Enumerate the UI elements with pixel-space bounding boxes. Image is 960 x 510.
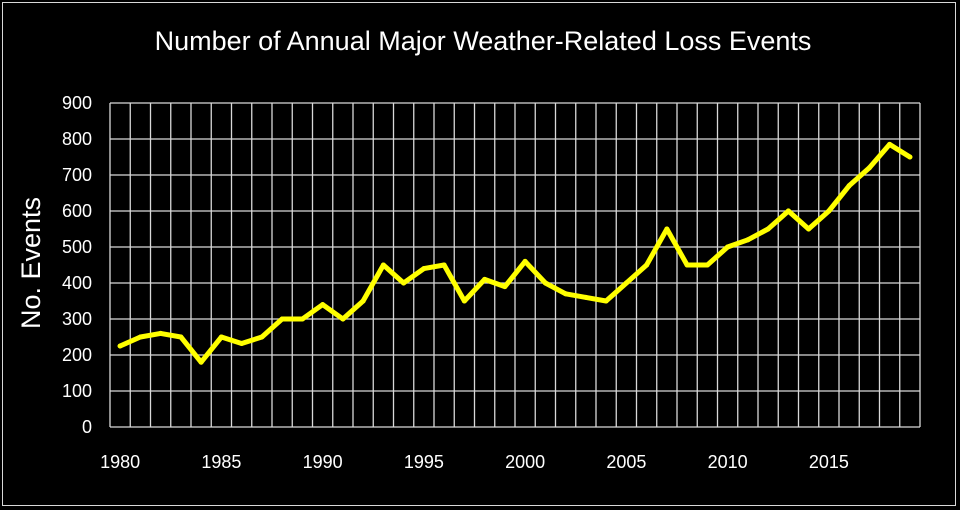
data-point bbox=[542, 280, 548, 286]
x-tick-label: 1990 bbox=[303, 452, 343, 472]
data-point bbox=[218, 334, 224, 340]
data-point bbox=[846, 183, 852, 189]
x-tick-label: 2015 bbox=[809, 452, 849, 472]
data-point bbox=[421, 266, 427, 272]
x-tick-label: 1980 bbox=[100, 452, 140, 472]
data-point bbox=[522, 258, 528, 264]
data-point bbox=[299, 316, 305, 322]
data-point bbox=[320, 302, 326, 308]
data-point bbox=[279, 316, 285, 322]
x-tick-label: 2005 bbox=[606, 452, 646, 472]
y-tick-label: 0 bbox=[82, 417, 92, 437]
series-line bbox=[117, 141, 913, 365]
data-point bbox=[563, 291, 569, 297]
data-point bbox=[259, 334, 265, 340]
data-point bbox=[198, 359, 204, 365]
y-tick-label: 300 bbox=[62, 309, 92, 329]
data-point bbox=[178, 334, 184, 340]
y-tick-label: 400 bbox=[62, 273, 92, 293]
data-point bbox=[664, 226, 670, 232]
data-point bbox=[704, 262, 710, 268]
y-tick-labels: 0 100 200 300 400 500 600 700 800 900 bbox=[62, 93, 92, 437]
data-point bbox=[765, 226, 771, 232]
data-point bbox=[785, 208, 791, 214]
y-tick-label: 100 bbox=[62, 381, 92, 401]
data-point bbox=[380, 262, 386, 268]
data-point bbox=[684, 262, 690, 268]
data-point bbox=[583, 294, 589, 300]
data-point bbox=[603, 298, 609, 304]
y-tick-label: 500 bbox=[62, 237, 92, 257]
data-point bbox=[441, 262, 447, 268]
data-point bbox=[360, 298, 366, 304]
data-point bbox=[623, 280, 629, 286]
data-point bbox=[887, 141, 893, 147]
y-tick-label: 600 bbox=[62, 201, 92, 221]
data-point bbox=[137, 334, 143, 340]
x-tick-label: 2000 bbox=[505, 452, 545, 472]
data-point bbox=[866, 165, 872, 171]
y-tick-label: 900 bbox=[62, 93, 92, 113]
data-point bbox=[745, 237, 751, 243]
data-point bbox=[725, 244, 731, 250]
data-point bbox=[806, 226, 812, 232]
y-tick-label: 700 bbox=[62, 165, 92, 185]
y-tick-label: 200 bbox=[62, 345, 92, 365]
data-point bbox=[117, 343, 123, 349]
data-point bbox=[482, 276, 488, 282]
x-tick-label: 1985 bbox=[201, 452, 241, 472]
data-point bbox=[826, 208, 832, 214]
data-point bbox=[644, 262, 650, 268]
x-tick-label: 1995 bbox=[404, 452, 444, 472]
data-point bbox=[461, 298, 467, 304]
series-layer bbox=[117, 141, 913, 365]
data-point bbox=[502, 284, 508, 290]
y-tick-label: 800 bbox=[62, 129, 92, 149]
x-tick-labels: 1980 1985 1990 1995 2000 2005 2010 2015 bbox=[100, 452, 849, 472]
data-point bbox=[239, 340, 245, 346]
data-point bbox=[907, 154, 913, 160]
chart-title: Number of Annual Major Weather-Related L… bbox=[155, 26, 812, 56]
x-tick-label: 2010 bbox=[708, 452, 748, 472]
data-point bbox=[401, 280, 407, 286]
data-point bbox=[158, 330, 164, 336]
data-point bbox=[340, 316, 346, 322]
gridlines bbox=[109, 102, 921, 428]
y-axis-label: No. Events bbox=[16, 197, 46, 329]
